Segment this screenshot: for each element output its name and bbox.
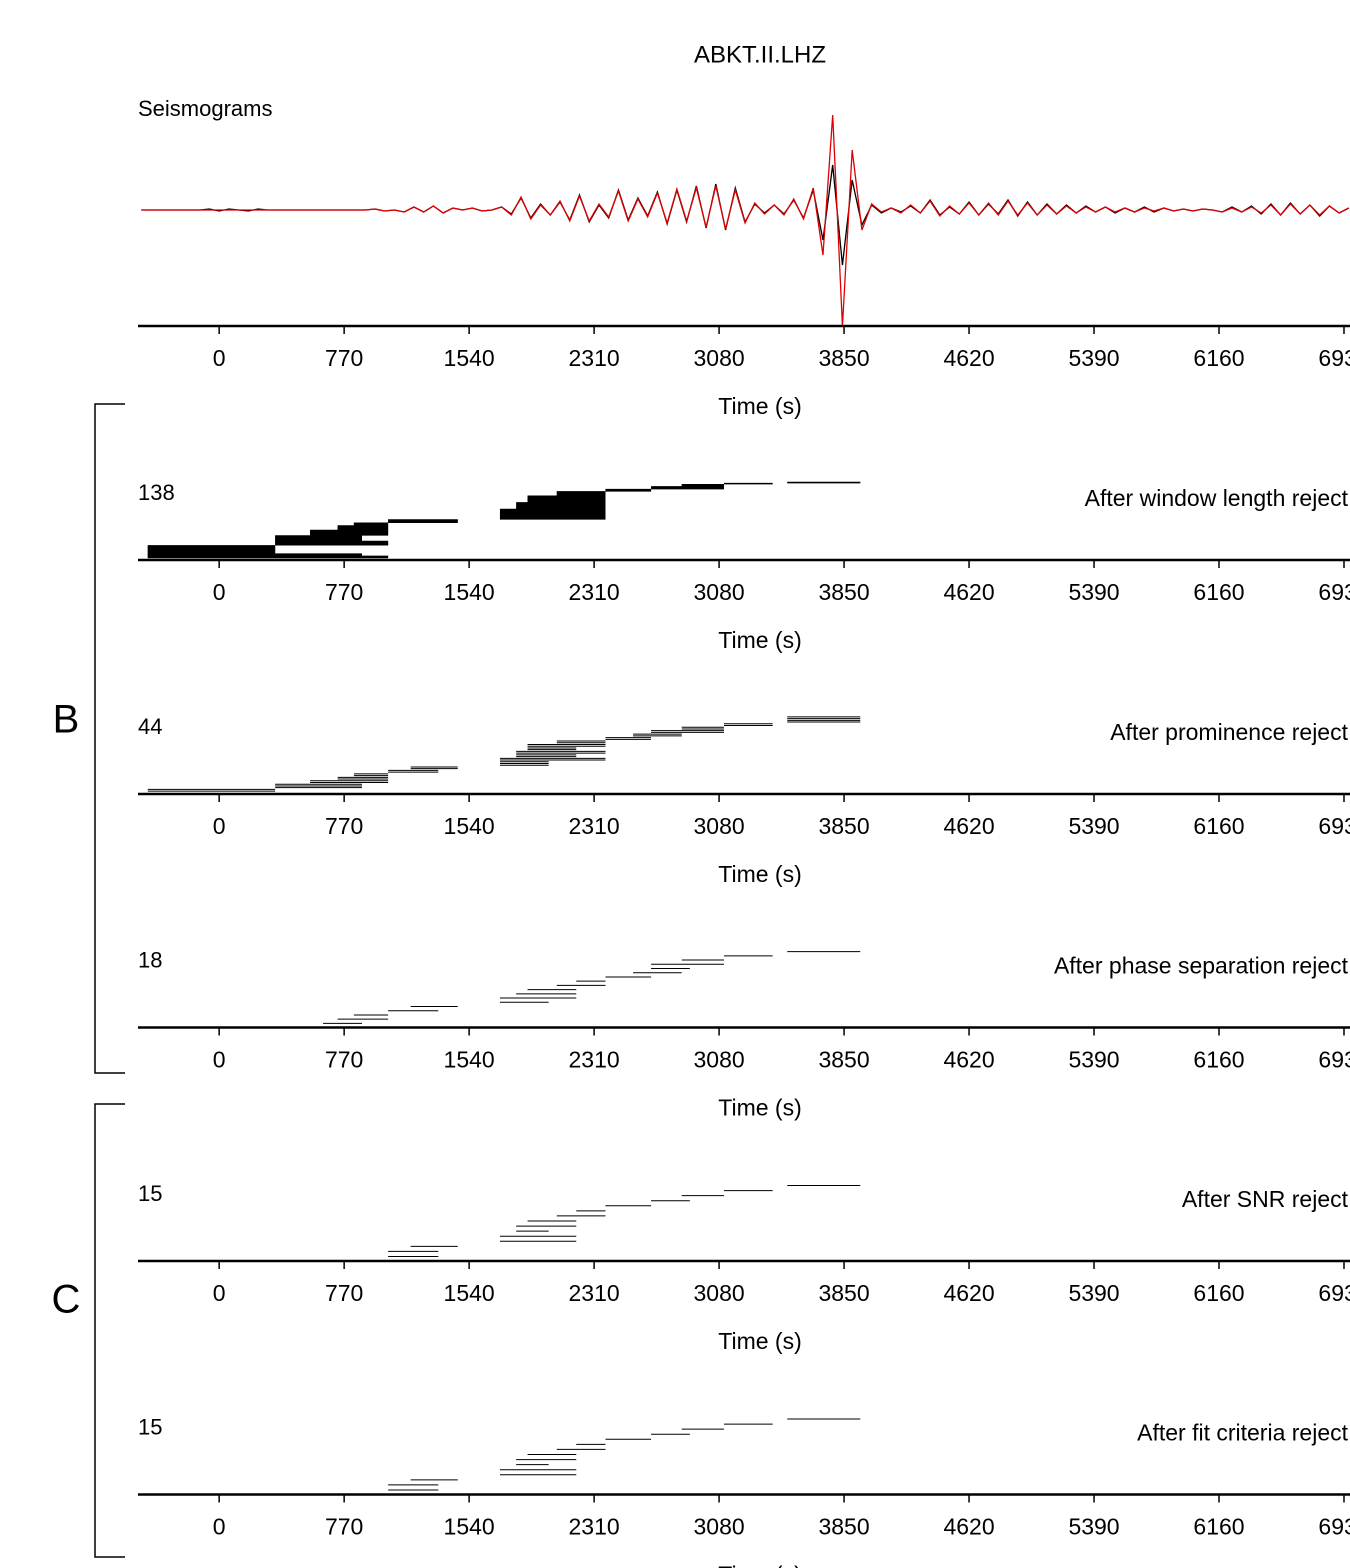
x-tick-label: 770 xyxy=(325,1514,363,1540)
x-tick-label: 4620 xyxy=(943,1514,994,1540)
x-tick-label: 2310 xyxy=(569,813,620,839)
x-tick-label: 6930 xyxy=(1318,345,1350,371)
x-tick-label: 2310 xyxy=(569,1280,620,1306)
x-tick-label: 3080 xyxy=(693,1514,744,1540)
x-tick-label: 1540 xyxy=(444,579,495,605)
bracket xyxy=(94,403,125,1074)
bracket xyxy=(94,1103,125,1558)
x-tick-label: 770 xyxy=(325,813,363,839)
panel-label: After SNR reject xyxy=(1182,1186,1349,1212)
x-tick-label: 5390 xyxy=(1068,1514,1119,1540)
x-tick-label: 4620 xyxy=(943,1047,994,1073)
seismogram-trace xyxy=(141,164,1350,266)
x-tick-label: 3850 xyxy=(818,579,869,605)
x-axis-label: Time (s) xyxy=(718,1095,801,1121)
x-tick-label: 3080 xyxy=(693,1280,744,1306)
x-tick-label: 2310 xyxy=(569,1047,620,1073)
x-tick-label: 1540 xyxy=(444,1047,495,1073)
seismogram-trace xyxy=(141,114,1350,327)
x-tick-label: 6930 xyxy=(1318,1047,1350,1073)
x-tick-label: 770 xyxy=(325,1047,363,1073)
x-tick-label: 770 xyxy=(325,579,363,605)
x-tick-label: 6160 xyxy=(1193,1047,1244,1073)
x-tick-label: 5390 xyxy=(1068,345,1119,371)
x-tick-label: 3850 xyxy=(818,345,869,371)
x-tick-label: 4620 xyxy=(943,813,994,839)
panel-label: Seismograms xyxy=(138,96,272,121)
x-tick-label: 5390 xyxy=(1068,813,1119,839)
x-tick-label: 2310 xyxy=(569,345,620,371)
figure-title: ABKT.II.LHZ xyxy=(694,41,826,68)
x-tick-label: 4620 xyxy=(943,345,994,371)
x-tick-label: 3850 xyxy=(818,1047,869,1073)
window-count: 15 xyxy=(138,1181,162,1206)
x-tick-label: 2310 xyxy=(569,1514,620,1540)
x-tick-label: 6160 xyxy=(1193,1280,1244,1306)
panel-label: After window length reject xyxy=(1085,485,1349,511)
group-label: C xyxy=(52,1278,81,1322)
window-count: 15 xyxy=(138,1414,162,1439)
x-tick-label: 6160 xyxy=(1193,1514,1244,1540)
x-axis-label: Time (s) xyxy=(718,861,801,887)
x-tick-label: 770 xyxy=(325,1280,363,1306)
panel-label: After prominence reject xyxy=(1110,719,1348,745)
x-tick-label: 0 xyxy=(213,813,226,839)
x-tick-label: 0 xyxy=(213,1280,226,1306)
x-tick-label: 3080 xyxy=(693,1047,744,1073)
x-tick-label: 5390 xyxy=(1068,1280,1119,1306)
x-tick-label: 0 xyxy=(213,345,226,371)
x-tick-label: 6930 xyxy=(1318,813,1350,839)
x-tick-label: 4620 xyxy=(943,1280,994,1306)
x-tick-label: 3850 xyxy=(818,1514,869,1540)
x-tick-label: 0 xyxy=(213,579,226,605)
x-tick-label: 0 xyxy=(213,1514,226,1540)
x-tick-label: 3080 xyxy=(693,813,744,839)
x-tick-label: 5390 xyxy=(1068,1047,1119,1073)
x-tick-label: 1540 xyxy=(444,1514,495,1540)
window-count: 44 xyxy=(138,714,162,739)
x-axis-label: Time (s) xyxy=(718,1562,801,1568)
window-count: 138 xyxy=(138,480,175,505)
x-tick-label: 1540 xyxy=(444,813,495,839)
x-axis-label: Time (s) xyxy=(718,393,801,419)
x-tick-label: 0 xyxy=(213,1047,226,1073)
x-tick-label: 6160 xyxy=(1193,579,1244,605)
group-label: B xyxy=(53,698,80,742)
x-tick-label: 6160 xyxy=(1193,813,1244,839)
x-tick-label: 3850 xyxy=(818,813,869,839)
x-tick-label: 5390 xyxy=(1068,579,1119,605)
x-tick-label: 6930 xyxy=(1318,1514,1350,1540)
x-tick-label: 6160 xyxy=(1193,345,1244,371)
x-axis-label: Time (s) xyxy=(718,627,801,653)
window-count: 18 xyxy=(138,947,162,972)
x-tick-label: 6930 xyxy=(1318,1280,1350,1306)
x-tick-label: 3080 xyxy=(693,345,744,371)
x-tick-label: 6930 xyxy=(1318,579,1350,605)
panel-label: After fit criteria reject xyxy=(1137,1420,1348,1446)
x-tick-label: 3850 xyxy=(818,1280,869,1306)
x-axis-label: Time (s) xyxy=(718,1328,801,1354)
panel-label: After phase separation reject xyxy=(1054,953,1349,979)
x-tick-label: 1540 xyxy=(444,345,495,371)
x-tick-label: 3080 xyxy=(693,579,744,605)
x-tick-label: 2310 xyxy=(569,579,620,605)
x-tick-label: 1540 xyxy=(444,1280,495,1306)
x-tick-label: 4620 xyxy=(943,579,994,605)
x-tick-label: 770 xyxy=(325,345,363,371)
